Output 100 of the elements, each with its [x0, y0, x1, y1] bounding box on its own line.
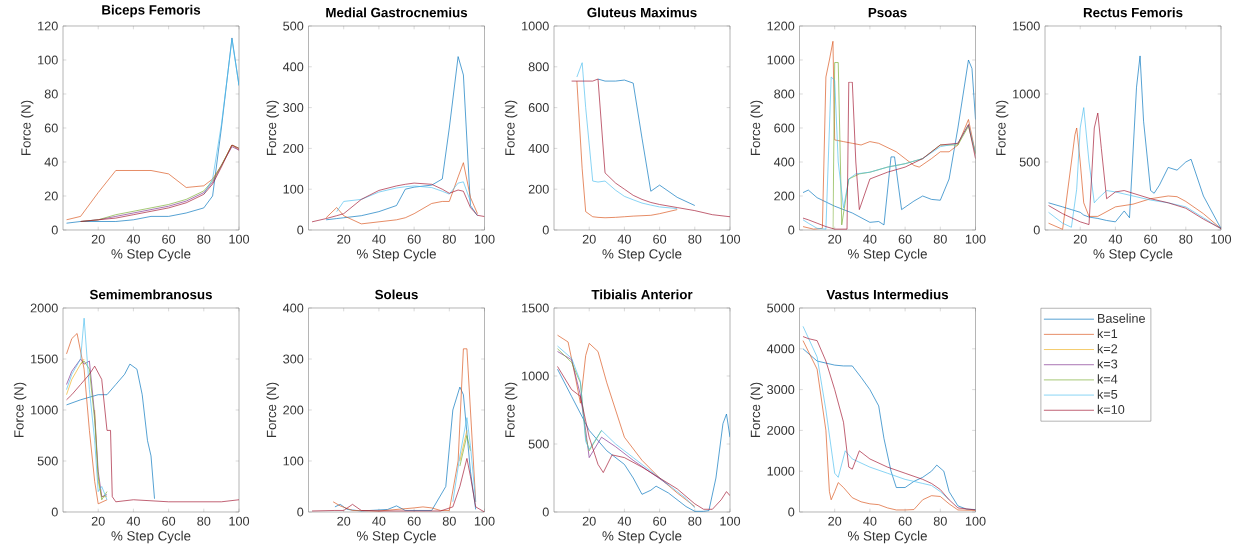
y-axis-title: Force (N) [266, 100, 279, 156]
y-tick-label: 1500 [31, 354, 58, 364]
x-tick-label: 20 [828, 516, 842, 526]
x-tick-label: 80 [688, 516, 702, 526]
x-tick-label: 60 [407, 516, 421, 526]
y-tick-label: 1500 [1013, 21, 1040, 31]
y-tick-label: 5000 [767, 303, 795, 313]
line-series [452, 417, 477, 503]
x-tick-label: 40 [372, 234, 386, 244]
y-tick-label: 400 [282, 303, 304, 313]
chart-title: Soleus [375, 289, 418, 300]
x-axis-title: % Step Cycle [847, 248, 927, 262]
y-tick-label: 0 [51, 507, 58, 517]
line-series [80, 360, 108, 501]
x-tick-label: 80 [933, 234, 947, 244]
legend-label: k=1 [1097, 328, 1118, 338]
x-tick-label: 80 [1179, 234, 1193, 244]
line-series [336, 181, 471, 212]
x-tick-label: 100 [965, 516, 986, 526]
x-tick-label: 100 [474, 516, 495, 526]
line-series [66, 363, 155, 500]
x-tick-label: 20 [91, 234, 105, 244]
x-tick-label: 100 [1211, 234, 1232, 244]
y-tick-label: 1000 [522, 371, 549, 381]
line-series [332, 348, 477, 512]
y-tick-label: 40 [44, 157, 58, 167]
x-tick-label: 20 [337, 234, 351, 244]
y-tick-label: 1000 [767, 55, 795, 65]
x-tick-label: 40 [863, 234, 877, 244]
y-tick-label: 80 [44, 89, 58, 99]
x-tick-label: 100 [720, 234, 741, 244]
y-tick-label: 500 [283, 21, 304, 31]
x-axis-title: % Step Cycle [356, 530, 436, 544]
line-series [576, 62, 678, 209]
x-tick-label: 40 [617, 234, 631, 244]
y-tick-label: 3000 [767, 385, 795, 395]
y-tick-label: 100 [38, 55, 58, 65]
y-tick-label: 0 [297, 507, 304, 517]
y-axis-title: Force (N) [504, 100, 518, 156]
y-tick-label: 0 [51, 225, 58, 235]
x-tick-label: 20 [828, 234, 842, 244]
y-tick-label: 100 [283, 456, 304, 466]
y-tick-label: 4000 [766, 344, 795, 354]
y-tick-label: 500 [37, 456, 58, 466]
x-tick-label: 60 [162, 234, 176, 244]
y-tick-label: 400 [773, 157, 795, 167]
y-tick-label: 600 [774, 123, 795, 133]
y-tick-label: 0 [542, 225, 549, 235]
x-axis-title: % Step Cycle [847, 530, 927, 544]
x-tick-label: 40 [126, 516, 140, 526]
y-tick-label: 2000 [30, 303, 58, 313]
x-axis-title: % Step Cycle [356, 248, 436, 262]
y-tick-label: 1000 [522, 21, 549, 31]
x-tick-label: 100 [474, 234, 495, 244]
x-tick-label: 60 [898, 516, 912, 526]
x-tick-label: 60 [1144, 234, 1158, 244]
y-axis-title: Force (N) [750, 100, 763, 156]
legend-label: k=10 [1097, 404, 1125, 414]
y-tick-label: 200 [528, 184, 549, 194]
y-axis-title: Force (N) [20, 100, 34, 156]
y-tick-label: 60 [44, 123, 58, 133]
chart-title: Vastus Intermedius [826, 289, 949, 300]
x-tick-label: 20 [1073, 234, 1087, 244]
x-tick-label: 100 [229, 516, 250, 526]
line-series [311, 182, 485, 223]
x-axis-title: % Step Cycle [1093, 248, 1173, 262]
x-tick-label: 100 [720, 516, 741, 526]
line-series [325, 56, 478, 221]
x-axis-title: % Step Cycle [111, 530, 191, 544]
y-tick-label: 1000 [767, 466, 795, 476]
y-axis-title: Force (N) [504, 382, 518, 438]
x-tick-label: 40 [863, 516, 877, 526]
x-tick-label: 40 [126, 234, 140, 244]
y-tick-label: 300 [283, 354, 304, 364]
y-tick-label: 600 [528, 103, 549, 113]
y-axis-title: Force (N) [266, 382, 279, 438]
y-tick-label: 1200 [767, 21, 795, 31]
x-tick-label: 80 [933, 516, 947, 526]
y-tick-label: 0 [788, 225, 795, 235]
line-series [1048, 55, 1222, 229]
y-tick-label: 1500 [522, 303, 549, 313]
y-tick-label: 0 [297, 225, 304, 235]
x-axis-title: % Step Cycle [111, 248, 191, 262]
y-tick-label: 500 [1019, 157, 1040, 167]
x-tick-label: 80 [442, 516, 456, 526]
x-tick-label: 100 [965, 234, 986, 244]
legend-label: k=4 [1097, 374, 1118, 384]
chart-title: Biceps Femoris [102, 4, 201, 18]
x-tick-label: 80 [442, 234, 456, 244]
x-axis-title: % Step Cycle [602, 248, 682, 262]
legend-label: k=3 [1097, 359, 1118, 369]
chart-title: Gluteus Maximus [587, 7, 697, 18]
x-tick-label: 60 [653, 516, 667, 526]
y-tick-label: 0 [788, 507, 795, 517]
y-tick-label: 500 [528, 439, 549, 449]
x-tick-label: 20 [337, 516, 351, 526]
y-tick-label: 400 [528, 143, 549, 153]
x-axis-title: % Step Cycle [602, 530, 682, 544]
line-series [597, 78, 696, 206]
y-axis-title: Force (N) [13, 382, 27, 438]
